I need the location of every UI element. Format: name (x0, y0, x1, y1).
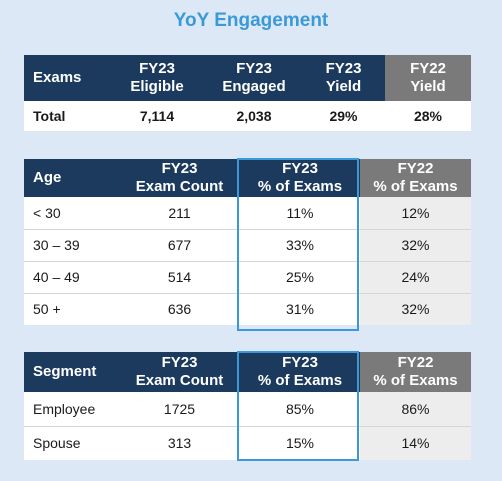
row-label: 50 + (24, 292, 119, 325)
col-header-line: FY22 % of Exams (373, 160, 458, 195)
row-label: Spouse (24, 425, 119, 460)
table-cell: 24% (360, 260, 471, 293)
table-cell: 7,114 (139, 108, 175, 124)
table-cell: 28% (413, 108, 443, 124)
table-row: Total 7,114 2,038 29% 28% (24, 101, 471, 131)
row-label: Total (33, 108, 66, 124)
table-row: < 30 211 11% 12% (24, 197, 471, 229)
table-row: Employee 1725 85% 86% (24, 392, 471, 426)
col-header-line: FY22 Yield (410, 60, 446, 95)
col-header-fy23-yield: FY23 Yield (302, 55, 385, 101)
page-title: YoY Engagement (173, 10, 329, 31)
col-header-fy23-pct-exams: FY23 % of Exams (240, 352, 360, 392)
col-header-fy23-exam-count: FY23 Exam Count (119, 159, 240, 197)
table-cell: 12% (360, 197, 471, 229)
table-cell: 677 (119, 228, 240, 261)
table-cell: 14% (360, 425, 471, 460)
table-cell: 33% (240, 228, 360, 261)
table-cell: 514 (119, 260, 240, 293)
table-cell: 1725 (163, 400, 196, 417)
table-cell: 2,038 (236, 108, 272, 124)
table-cell: 31% (240, 292, 360, 325)
col-header-fy23-pct-exams: FY23 % of Exams (240, 159, 360, 197)
row-label: 30 – 39 (24, 228, 119, 261)
col-header-exams: Exams (24, 55, 108, 101)
table-cell: 32% (360, 228, 471, 261)
col-header-line: FY23 Exam Count (135, 160, 224, 195)
col-header-line: FY23 % of Exams (257, 160, 343, 195)
table-cell: 11% (286, 204, 314, 221)
col-header-fy23-eligible: FY23 Eligible (108, 55, 206, 101)
row-label: Employee (33, 400, 96, 417)
table-cell: 15% (240, 425, 360, 460)
col-header-line: FY23 % of Exams (257, 354, 343, 389)
col-header-fy22-pct-exams: FY22 % of Exams (360, 352, 471, 392)
table-cell: 211 (168, 204, 191, 221)
col-header-segment: Segment (24, 352, 119, 392)
col-header-line: FY23 Eligible (130, 60, 184, 95)
row-label: 40 – 49 (24, 260, 119, 293)
exams-table: Exams FY23 Eligible FY23 Engaged FY23 Yi… (24, 55, 471, 131)
table-cell: 25% (240, 260, 360, 293)
table-cell: 29% (329, 108, 358, 124)
col-header-fy22-pct-exams: FY22 % of Exams (360, 159, 471, 197)
table-cell: 636 (119, 292, 240, 325)
col-header-line: FY23 Engaged (222, 60, 286, 95)
segment-table: Segment FY23 Exam Count FY23 % of Exams … (24, 352, 471, 460)
col-header-line: FY23 Exam Count (135, 354, 224, 389)
col-header-age: Age (24, 159, 119, 197)
col-header-fy23-exam-count: FY23 Exam Count (119, 352, 240, 392)
age-table: Age FY23 Exam Count FY23 % of Exams FY22… (24, 159, 471, 325)
table-cell: 85% (285, 400, 315, 417)
col-header-fy22-yield: FY22 Yield (385, 55, 471, 101)
table-cell: 86% (360, 392, 471, 426)
table-row: 30 – 39 677 33% 32% (24, 228, 471, 261)
col-header-line: FY22 % of Exams (373, 354, 458, 389)
table-cell: 313 (119, 425, 240, 460)
row-label: < 30 (33, 204, 61, 221)
table-cell: 32% (360, 292, 471, 325)
table-row: 50 + 636 31% 32% (24, 292, 471, 325)
table-row: 40 – 49 514 25% 24% (24, 260, 471, 293)
col-header-line: FY23 Yield (325, 60, 362, 95)
col-header-fy23-engaged: FY23 Engaged (206, 55, 302, 101)
table-row: Spouse 313 15% 14% (24, 425, 471, 460)
